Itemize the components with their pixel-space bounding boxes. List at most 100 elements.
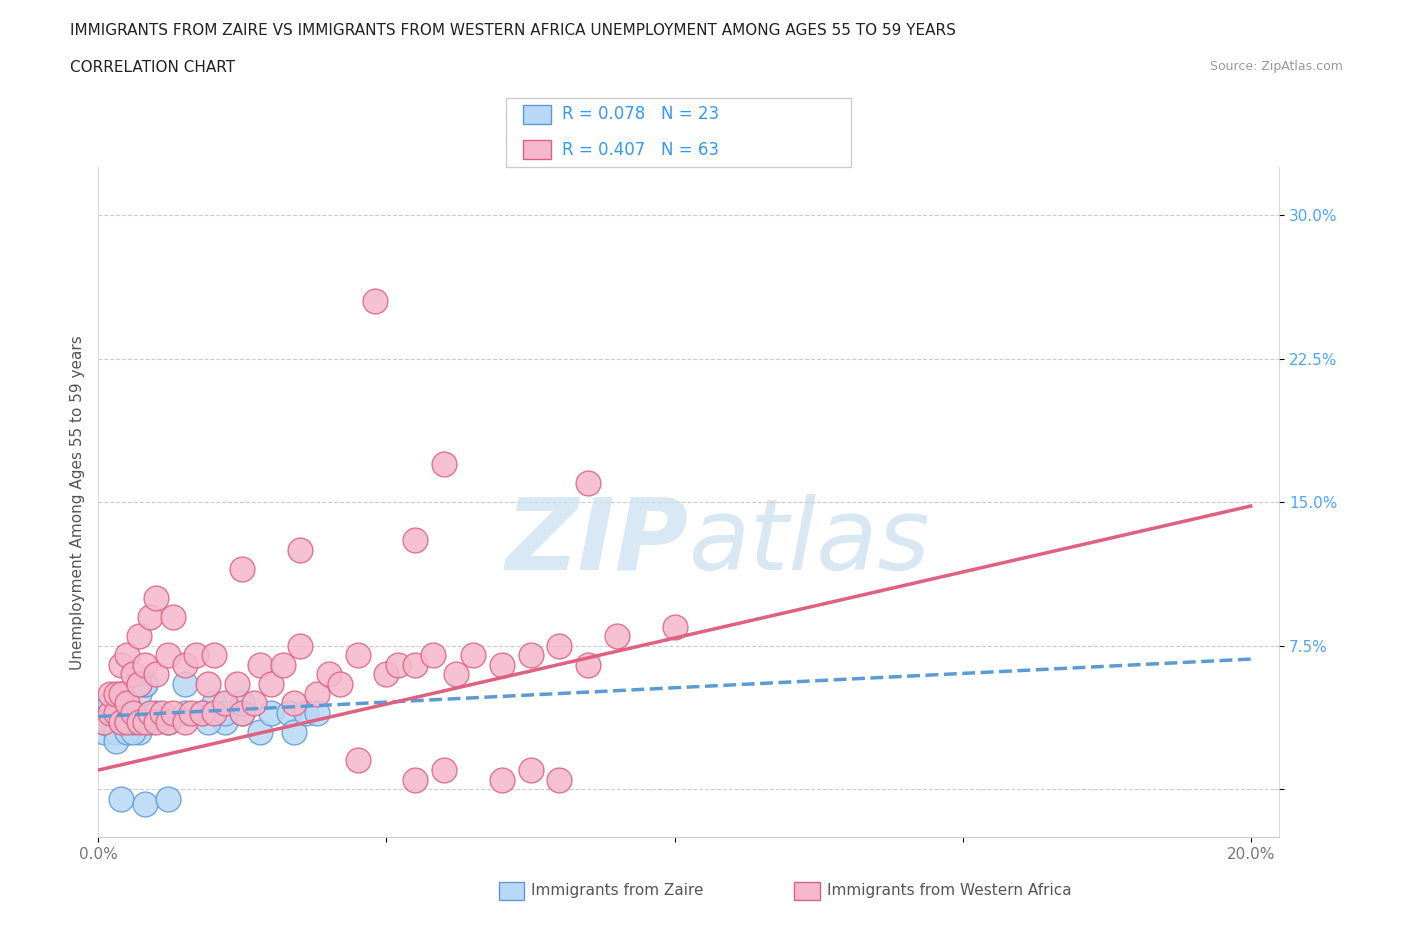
Point — [231, 705, 253, 720]
Point — [145, 591, 167, 605]
Point — [98, 696, 121, 711]
Point — [98, 705, 121, 720]
Point — [115, 724, 138, 739]
Point — [139, 705, 162, 720]
Point — [307, 705, 329, 720]
Point — [156, 715, 179, 730]
Point — [134, 676, 156, 691]
Point — [122, 724, 145, 739]
Point — [444, 667, 467, 682]
Point — [329, 676, 352, 691]
Point — [104, 705, 127, 720]
Point — [128, 629, 150, 644]
Point — [145, 667, 167, 682]
Point — [364, 294, 387, 309]
Point — [93, 724, 115, 739]
Point — [98, 705, 121, 720]
Point — [156, 791, 179, 806]
Point — [225, 676, 247, 691]
Point — [202, 648, 225, 663]
Point — [186, 648, 208, 663]
Point — [104, 705, 127, 720]
Point — [288, 542, 311, 557]
Point — [145, 705, 167, 720]
Point — [404, 533, 426, 548]
Point — [346, 753, 368, 768]
Point — [110, 715, 132, 730]
Point — [156, 648, 179, 663]
Point — [243, 696, 266, 711]
Point — [115, 724, 138, 739]
Point — [202, 696, 225, 711]
Point — [104, 724, 127, 739]
Point — [214, 705, 236, 720]
Text: Immigrants from Western Africa: Immigrants from Western Africa — [827, 884, 1071, 898]
Point — [115, 648, 138, 663]
Point — [110, 658, 132, 672]
Point — [128, 676, 150, 691]
Point — [115, 705, 138, 720]
Point — [156, 715, 179, 730]
Point — [122, 715, 145, 730]
Point — [110, 715, 132, 730]
Point — [260, 676, 283, 691]
Point — [191, 705, 214, 720]
Point — [150, 705, 173, 720]
Point — [98, 686, 121, 701]
Point — [115, 715, 138, 730]
Point — [145, 715, 167, 730]
Point — [134, 715, 156, 730]
Text: ZIP: ZIP — [506, 494, 689, 591]
Point — [433, 763, 456, 777]
Point — [173, 676, 195, 691]
Point — [110, 705, 132, 720]
Point — [318, 667, 340, 682]
Point — [491, 772, 513, 787]
Point — [433, 457, 456, 472]
Point — [519, 763, 541, 777]
Text: atlas: atlas — [689, 494, 931, 591]
Y-axis label: Unemployment Among Ages 55 to 59 years: Unemployment Among Ages 55 to 59 years — [69, 335, 84, 670]
Point — [249, 724, 271, 739]
Point — [93, 715, 115, 730]
Point — [115, 696, 138, 711]
Point — [128, 715, 150, 730]
Point — [404, 658, 426, 672]
Point — [491, 658, 513, 672]
Point — [576, 475, 599, 490]
Point — [202, 705, 225, 720]
Point — [548, 772, 571, 787]
Point — [128, 724, 150, 739]
Text: CORRELATION CHART: CORRELATION CHART — [70, 60, 235, 75]
Point — [128, 676, 150, 691]
Point — [122, 667, 145, 682]
Text: R = 0.078   N = 23: R = 0.078 N = 23 — [562, 105, 720, 124]
Point — [664, 619, 686, 634]
Point — [197, 715, 219, 730]
Point — [295, 705, 318, 720]
Point — [214, 696, 236, 711]
Text: R = 0.407   N = 63: R = 0.407 N = 63 — [562, 140, 720, 159]
Point — [519, 648, 541, 663]
Point — [231, 705, 253, 720]
Point — [404, 772, 426, 787]
Point — [197, 676, 219, 691]
Text: Source: ZipAtlas.com: Source: ZipAtlas.com — [1209, 60, 1343, 73]
Point — [214, 715, 236, 730]
Point — [104, 686, 127, 701]
Point — [134, 797, 156, 812]
Point — [122, 705, 145, 720]
Point — [271, 658, 294, 672]
Point — [387, 658, 409, 672]
Point — [110, 791, 132, 806]
Point — [180, 705, 202, 720]
Point — [134, 676, 156, 691]
Point — [283, 724, 305, 739]
Point — [422, 648, 444, 663]
Point — [139, 715, 162, 730]
Point — [134, 658, 156, 672]
Text: Immigrants from Zaire: Immigrants from Zaire — [531, 884, 704, 898]
Text: IMMIGRANTS FROM ZAIRE VS IMMIGRANTS FROM WESTERN AFRICA UNEMPLOYMENT AMONG AGES : IMMIGRANTS FROM ZAIRE VS IMMIGRANTS FROM… — [70, 23, 956, 38]
Point — [128, 686, 150, 701]
Point — [162, 609, 184, 624]
